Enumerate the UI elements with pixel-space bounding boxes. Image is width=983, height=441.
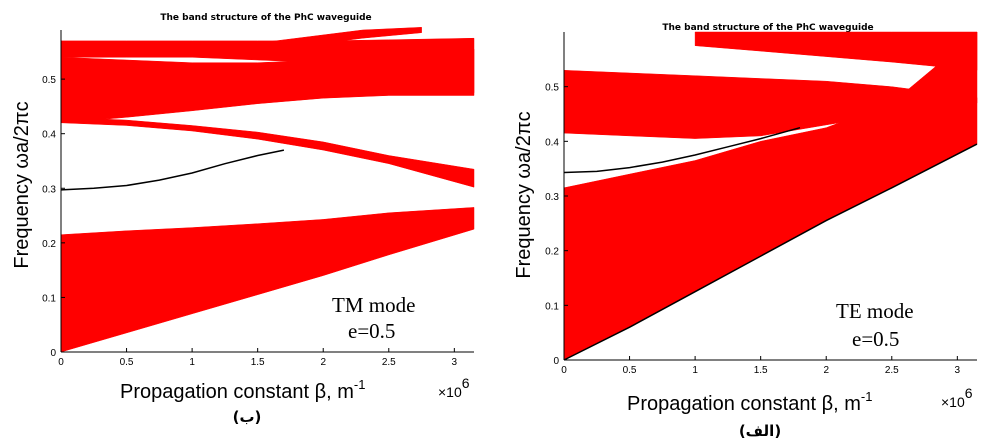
panel-left-ylabel: Frequency ωa/2πc — [11, 101, 33, 268]
panel-left-title: The band structure of the PhC waveguide — [160, 13, 371, 23]
panel-left-xtick-label: 1 — [189, 357, 195, 368]
panel-left: The band structure of the PhC waveguide … — [11, 13, 475, 426]
panel-left-ytick-label: 0.2 — [42, 239, 56, 250]
panel-left-ytick-label: 0.1 — [42, 293, 56, 304]
panel-left-ytick-label: 0.3 — [42, 184, 56, 195]
panel-left-guided-mode-line — [60, 149, 285, 191]
panel-left-ytick-label: 0.5 — [42, 75, 56, 86]
panel-left-x-multiplier-base: ×10 — [438, 384, 462, 400]
panel-left-xtick-label: 3 — [452, 357, 458, 368]
panel-right-xtick-label: 2 — [823, 365, 829, 376]
panel-right-band-3 — [694, 31, 978, 71]
panel-right-caption: (الف) — [739, 422, 781, 440]
panel-right-title: The band structure of the PhC waveguide — [662, 23, 873, 33]
panel-right-xtick-label: 0.5 — [623, 365, 637, 376]
panel-right-ytick-label: 0.1 — [545, 301, 559, 312]
panel-right-bands — [563, 31, 978, 361]
panel-left-ytick-label: 0.4 — [42, 130, 56, 141]
panel-right-xtick-label: 1 — [692, 365, 698, 376]
panel-left-xtick-label: 0 — [58, 357, 64, 368]
panel-left-band-1 — [60, 207, 475, 353]
panel-right-ylabel: Frequency ωa/2πc — [513, 111, 535, 278]
panel-right-ticks: 0 0.5 1 1.5 2 2.5 3 0 0.1 0.2 0.3 0.4 0.5 — [545, 83, 960, 376]
panel-left-xtick-label: 1.5 — [251, 357, 265, 368]
panel-left-mode-text: TM mode — [332, 293, 415, 317]
panel-right-ytick-label: 0.4 — [545, 137, 559, 148]
panel-left-xlabel: Propagation constant β, m-1 — [120, 377, 365, 403]
panel-right-x-multiplier: ×106 — [941, 385, 973, 410]
panel-right-xlabel-sup: -1 — [861, 389, 873, 404]
panel-right-guided-mode-line — [563, 126, 801, 174]
panel-right-x-multiplier-base: ×10 — [941, 394, 965, 410]
panel-left-xlabel-sup: -1 — [354, 377, 366, 392]
panel-right-mode-text: TE mode — [836, 299, 914, 323]
panel-left-band-2 — [60, 117, 475, 188]
panel-right-xlabel: Propagation constant β, m-1 — [627, 389, 872, 415]
panel-left-x-multiplier: ×106 — [438, 375, 470, 400]
panel-left-axes — [60, 30, 474, 353]
panel-right-param-text: e=0.5 — [852, 327, 899, 351]
panel-left-ticks: 0 0.5 1 1.5 2 2.5 3 0 0.1 0.2 0.3 0.4 0.5 — [42, 75, 457, 368]
panel-right-ytick-label: 0.3 — [545, 192, 559, 203]
panel-right-xtick-label: 3 — [955, 365, 961, 376]
panel-left-band-4 — [60, 37, 475, 94]
panel-left-bands — [60, 27, 475, 353]
panel-right: The band structure of the PhC waveguide … — [513, 23, 978, 440]
panel-left-caption: (ب) — [233, 408, 262, 426]
panel-left-xtick-label: 2.5 — [382, 357, 396, 368]
panel-left-x-multiplier-exp: 6 — [462, 375, 470, 391]
panel-right-band-2 — [563, 70, 978, 139]
panel-right-ytick-label: 0 — [553, 356, 559, 367]
panel-right-ytick-label: 0.5 — [545, 83, 559, 94]
panel-right-band-edge-line — [563, 143, 978, 361]
panel-left-ytick-label: 0 — [50, 348, 56, 359]
panel-right-xtick-label: 0 — [561, 365, 567, 376]
panel-right-ytick-label: 0.2 — [545, 247, 559, 258]
panel-left-band-5 — [231, 27, 422, 55]
panel-left-xtick-label: 2 — [320, 357, 326, 368]
panel-left-xtick-label: 0.5 — [120, 357, 134, 368]
panel-right-xtick-label: 1.5 — [754, 365, 768, 376]
panel-right-xtick-label: 2.5 — [885, 365, 899, 376]
panel-left-xlabel-text: Propagation constant β, m — [120, 381, 354, 403]
panel-right-x-multiplier-exp: 6 — [965, 385, 973, 401]
panel-right-xlabel-text: Propagation constant β, m — [627, 393, 861, 415]
panel-left-param-text: e=0.5 — [348, 319, 395, 343]
